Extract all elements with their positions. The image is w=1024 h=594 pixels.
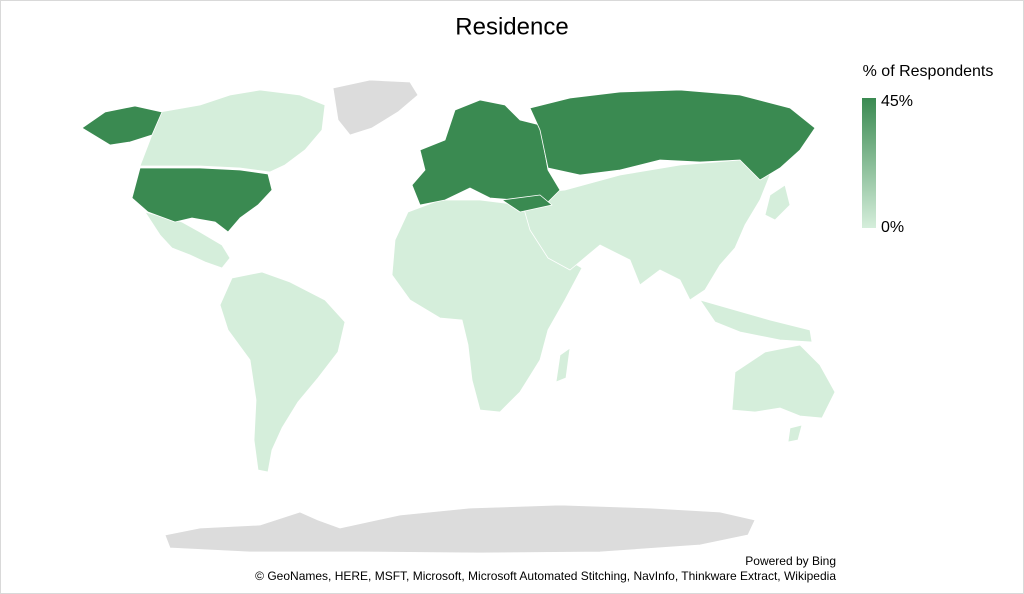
russia [529,89,816,181]
legend-title: % of Respondents [863,63,994,80]
turkey [501,194,553,213]
south-america [219,271,346,473]
scale-label: 45% [881,93,913,110]
mexico-central-america [144,211,231,269]
powered-by: Powered by Bing [745,554,836,568]
alaska [81,105,163,146]
legend: % of Respondents [862,63,993,228]
chart-title: Residence [455,13,568,40]
credits: © GeoNames, HERE, MSFT, Microsoft, Micro… [255,569,836,583]
antarctica [164,504,756,554]
southeast-asia [699,299,813,343]
europe [411,99,561,206]
greenland [332,79,419,136]
australia [731,344,836,419]
canada [139,89,326,173]
scale-label: 0% [881,219,904,236]
world-map [81,79,836,554]
middle-east-asia [519,159,771,301]
new-zealand [787,424,803,443]
united-states [131,167,273,233]
madagascar [555,347,571,383]
color-scale [862,98,876,228]
japan [764,184,791,221]
